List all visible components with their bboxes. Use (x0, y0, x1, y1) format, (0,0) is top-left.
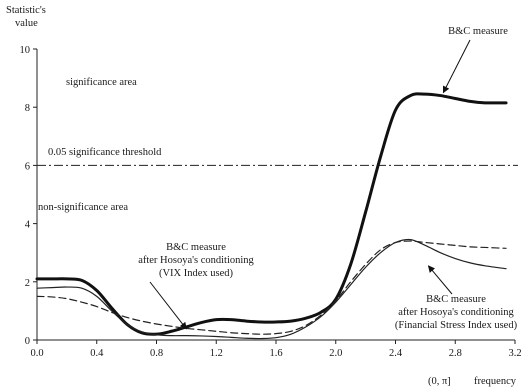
annotation-vix-line: B&C measure (166, 242, 226, 253)
annotation-fsi-line: (Financial Stress Index used) (395, 320, 518, 331)
annotation-bc-measure: B&C measure (442, 26, 508, 94)
y-tick-label: 0 (25, 336, 30, 347)
y-tick-label: 4 (25, 220, 31, 231)
annotation-vix-line: after Hosoya's conditioning (138, 255, 254, 266)
annotation-vix: B&C measure after Hosoya's conditioning (V… (138, 242, 255, 330)
x-tick-label: 0.4 (90, 348, 104, 359)
series-line-solid (36, 238, 507, 340)
annotation-group: B&C measure B&C measure after Hosoya's con… (138, 26, 517, 331)
series-line-dashed (36, 240, 507, 335)
y-axis-label-line-2: value (15, 18, 38, 29)
annotation-fsi-line: after Hosoya's conditioning (398, 307, 514, 318)
annotation-fsi: B&C measure after Hosoya's conditioning (F… (395, 265, 518, 331)
y-tick-label: 6 (25, 161, 30, 172)
threshold-label: 0.05 significance threshold (48, 147, 162, 158)
y-tick-label: 10 (20, 45, 31, 56)
x-axis-range-label: (0, π] (428, 376, 451, 387)
y-tick-label: 2 (25, 278, 30, 289)
x-tick-label: 3.2 (508, 348, 521, 359)
y-tick-label: 8 (25, 103, 30, 114)
significance-area-label: significance area (66, 77, 137, 88)
x-tick-label: 1.6 (269, 348, 282, 359)
x-tick-label: 0.0 (30, 348, 43, 359)
axes: 0 2 4 6 8 10 0.0 0.4 0.8 1.2 1.6 2.0 2.4 2.8 3.2 (20, 45, 522, 359)
series-group (35, 92, 508, 340)
x-tick-label: 2.4 (389, 348, 403, 359)
y-axis-label-line-1: Statistic's (6, 5, 46, 16)
annotation-vix-arrow (149, 281, 187, 330)
annotation-fsi-arrow (427, 265, 453, 295)
x-tick-label: 1.2 (210, 348, 223, 359)
x-axis-label: frequency (474, 376, 517, 387)
annotation-bc-measure-line: B&C measure (448, 26, 508, 37)
annotation-fsi-line: B&C measure (426, 294, 486, 305)
series-line-bold (35, 92, 508, 336)
annotation-bc-measure-arrow (442, 39, 471, 94)
x-tick-label: 2.8 (449, 348, 462, 359)
x-tick-label: 0.8 (150, 348, 163, 359)
x-tick-label: 2.0 (329, 348, 342, 359)
non-significance-area-label: non-significance area (38, 202, 128, 213)
annotation-vix-line: (VIX Index used) (159, 268, 234, 279)
